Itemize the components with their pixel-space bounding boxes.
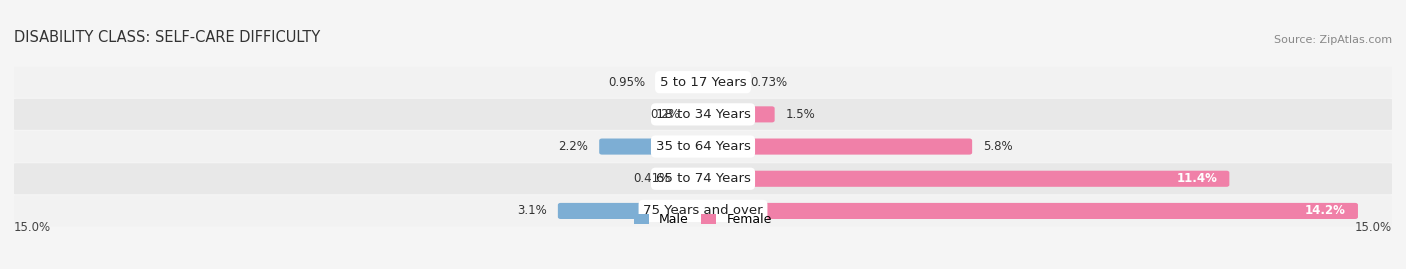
Text: 1.5%: 1.5% — [786, 108, 815, 121]
FancyBboxPatch shape — [558, 203, 706, 219]
Text: DISABILITY CLASS: SELF-CARE DIFFICULTY: DISABILITY CLASS: SELF-CARE DIFFICULTY — [14, 30, 321, 45]
Text: 15.0%: 15.0% — [14, 221, 51, 233]
Text: 14.2%: 14.2% — [1305, 204, 1346, 217]
FancyBboxPatch shape — [700, 74, 740, 90]
Text: 75 Years and over: 75 Years and over — [643, 204, 763, 217]
FancyBboxPatch shape — [11, 163, 1395, 194]
Text: 5.8%: 5.8% — [983, 140, 1012, 153]
FancyBboxPatch shape — [700, 139, 972, 155]
FancyBboxPatch shape — [11, 131, 1395, 162]
FancyBboxPatch shape — [700, 171, 1229, 187]
Text: 18 to 34 Years: 18 to 34 Years — [655, 108, 751, 121]
Text: 3.1%: 3.1% — [517, 204, 547, 217]
FancyBboxPatch shape — [700, 203, 1358, 219]
Text: 35 to 64 Years: 35 to 64 Years — [655, 140, 751, 153]
Text: 15.0%: 15.0% — [1355, 221, 1392, 233]
Text: 11.4%: 11.4% — [1177, 172, 1218, 185]
Legend: Male, Female: Male, Female — [634, 213, 772, 226]
Text: 2.2%: 2.2% — [558, 140, 588, 153]
Text: 0.41%: 0.41% — [633, 172, 671, 185]
FancyBboxPatch shape — [11, 196, 1395, 226]
FancyBboxPatch shape — [11, 67, 1395, 98]
Text: 0.95%: 0.95% — [609, 76, 645, 89]
Text: 5 to 17 Years: 5 to 17 Years — [659, 76, 747, 89]
FancyBboxPatch shape — [700, 106, 775, 122]
Text: 0.73%: 0.73% — [751, 76, 787, 89]
FancyBboxPatch shape — [692, 106, 706, 122]
Text: 65 to 74 Years: 65 to 74 Years — [655, 172, 751, 185]
FancyBboxPatch shape — [11, 99, 1395, 130]
FancyBboxPatch shape — [599, 139, 706, 155]
Text: 0.2%: 0.2% — [651, 108, 681, 121]
FancyBboxPatch shape — [657, 74, 706, 90]
FancyBboxPatch shape — [682, 171, 706, 187]
Text: Source: ZipAtlas.com: Source: ZipAtlas.com — [1274, 35, 1392, 45]
